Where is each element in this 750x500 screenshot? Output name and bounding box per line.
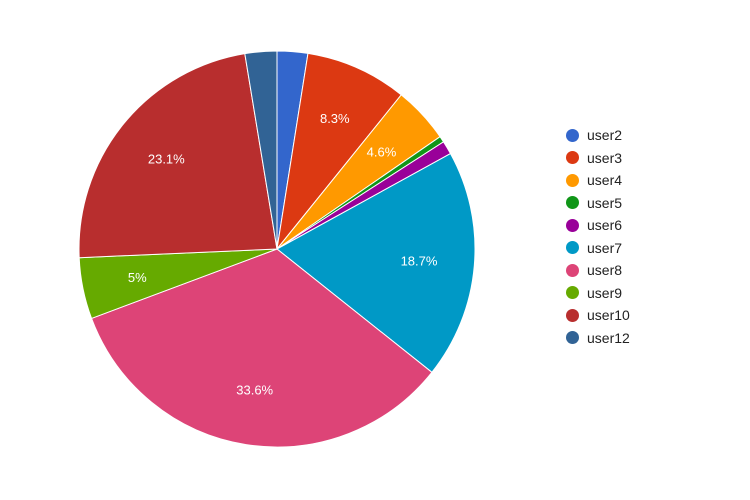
legend-swatch (566, 286, 579, 300)
legend-item-user7[interactable]: user7 (566, 237, 630, 260)
legend-label: user5 (587, 194, 623, 211)
legend-swatch (566, 331, 579, 345)
data-label-user8: 33.6% (236, 382, 273, 397)
pie-slice-user3[interactable] (276, 52, 402, 251)
legend-item-user3[interactable]: user3 (566, 147, 630, 170)
legend-swatch (566, 128, 579, 142)
data-label-user7: 18.7% (401, 254, 438, 269)
legend-swatch (566, 263, 579, 277)
pie-data-labels: 8.3% 4.6% 18.7% 33.6% 5% 23.1% (128, 111, 438, 397)
legend-item-user5[interactable]: user5 (566, 192, 630, 215)
data-label-user4: 4.6% (367, 145, 397, 160)
legend-label: user6 (587, 217, 623, 234)
pie-slice-user10[interactable] (78, 53, 278, 259)
legend-item-user12[interactable]: user12 (566, 327, 630, 350)
data-label-user3: 8.3% (320, 111, 350, 126)
legend-swatch (566, 241, 579, 255)
legend-label: user10 (587, 307, 630, 324)
legend-swatch (566, 173, 579, 187)
legend-label: user8 (587, 262, 623, 279)
legend-swatch (566, 308, 579, 322)
chart-legend: user2 user3 user4 user5 user6 user7 user8 user9… (566, 124, 630, 349)
pie-slice-user7[interactable] (276, 152, 476, 374)
legend-item-user10[interactable]: user10 (566, 304, 630, 327)
data-label-user9: 5% (128, 270, 147, 285)
legend-item-user8[interactable]: user8 (566, 259, 630, 282)
legend-label: user2 (587, 127, 623, 144)
legend-item-user2[interactable]: user2 (566, 124, 630, 147)
legend-swatch (566, 151, 579, 165)
legend-item-user4[interactable]: user4 (566, 169, 630, 192)
legend-swatch (566, 218, 579, 232)
data-label-user10: 23.1% (148, 152, 185, 167)
legend-swatch (566, 196, 579, 210)
legend-label: user7 (587, 239, 623, 256)
legend-item-user6[interactable]: user6 (566, 214, 630, 237)
legend-label: user4 (587, 172, 623, 189)
pie-slice-user8[interactable] (90, 248, 433, 448)
pie-slice-user12[interactable] (244, 50, 278, 250)
legend-label: user12 (587, 329, 630, 346)
legend-item-user9[interactable]: user9 (566, 282, 630, 305)
legend-label: user9 (587, 284, 623, 301)
legend-label: user3 (587, 149, 623, 166)
pie-slices (78, 50, 476, 448)
